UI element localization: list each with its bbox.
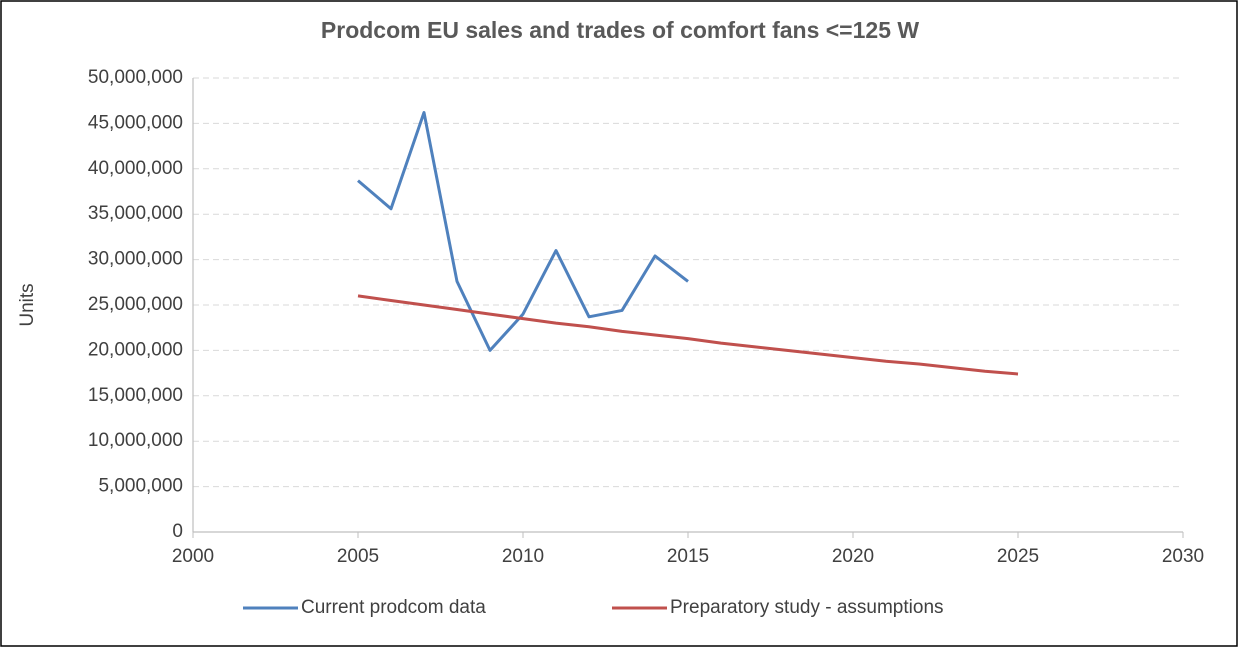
x-tick-label: 2015: [667, 546, 709, 567]
y-tick-label: 25,000,000: [88, 294, 183, 315]
y-tick-label: 45,000,000: [88, 112, 183, 133]
y-tick-label: 40,000,000: [88, 158, 183, 179]
y-tick-label: 30,000,000: [88, 249, 183, 270]
x-tick-label: 2030: [1162, 546, 1204, 567]
x-tick-label: 2005: [337, 546, 379, 567]
data-line: [357, 111, 689, 352]
y-tick-label: 50,000,000: [88, 67, 183, 88]
x-tick-label: 2000: [172, 546, 214, 567]
legend-label: Current prodcom data: [301, 597, 486, 618]
y-tick-label: 35,000,000: [88, 203, 183, 224]
y-tick-label: 10,000,000: [88, 430, 183, 451]
y-axis-label: Units: [17, 283, 38, 326]
x-tick-label: 2025: [997, 546, 1039, 567]
y-tick-label: 15,000,000: [88, 385, 183, 406]
data-line: [357, 294, 1019, 376]
chart-title: Prodcom EU sales and trades of comfort f…: [321, 17, 919, 43]
x-tick-label: 2010: [502, 546, 544, 567]
y-tick-label: 0: [172, 521, 183, 542]
legend-label: Preparatory study - assumptions: [670, 597, 944, 618]
y-tick-label: 5,000,000: [98, 476, 183, 497]
y-tick-label: 20,000,000: [88, 339, 183, 360]
x-tick-label: 2020: [832, 546, 874, 567]
